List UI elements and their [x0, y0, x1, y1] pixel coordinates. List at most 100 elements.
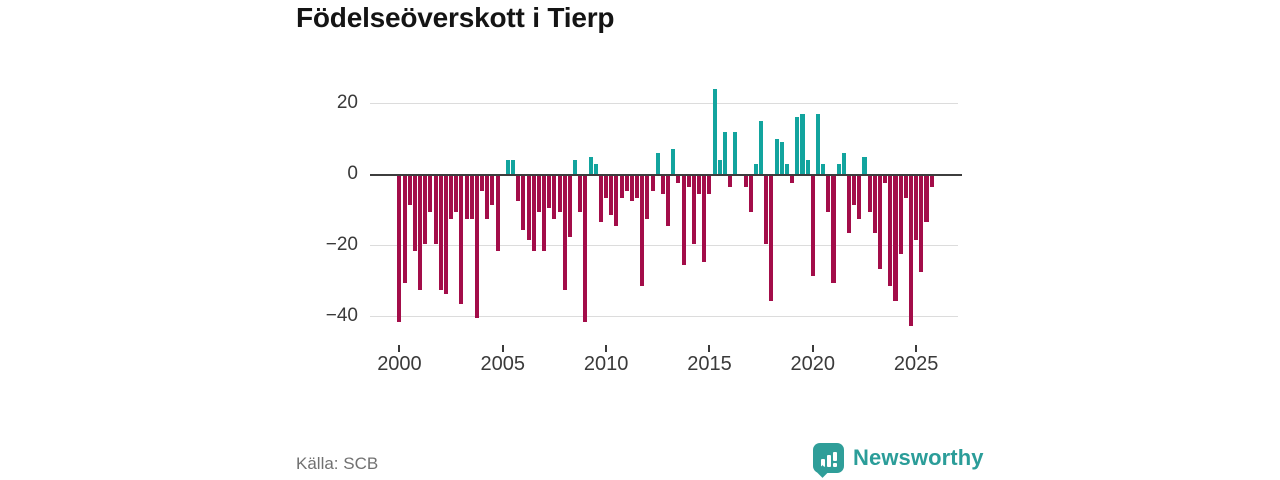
bar-2018-Q4[interactable]	[784, 163, 789, 175]
bar-2023-Q1[interactable]	[872, 176, 877, 234]
bar-2011-Q1[interactable]	[624, 176, 629, 191]
bar-2025-Q4[interactable]	[929, 176, 934, 187]
bar-2019-Q3[interactable]	[800, 113, 805, 175]
bar-2024-Q1[interactable]	[893, 176, 898, 301]
bar-2008-Q1[interactable]	[562, 176, 567, 290]
bar-2004-Q2[interactable]	[485, 176, 490, 219]
bar-2014-Q3[interactable]	[697, 176, 702, 195]
bar-2025-Q1[interactable]	[914, 176, 919, 241]
bar-2006-Q3[interactable]	[531, 176, 536, 251]
bar-2020-Q1[interactable]	[810, 176, 815, 276]
bar-2005-Q2[interactable]	[505, 160, 510, 175]
bar-2000-Q4[interactable]	[412, 176, 417, 251]
bar-2013-Q3[interactable]	[676, 176, 681, 184]
bar-2001-Q1[interactable]	[418, 176, 423, 290]
bar-2011-Q4[interactable]	[640, 176, 645, 287]
bar-2014-Q1[interactable]	[686, 176, 691, 187]
bar-2015-Q3[interactable]	[717, 160, 722, 175]
bar-2008-Q3[interactable]	[573, 160, 578, 175]
bar-2017-Q1[interactable]	[748, 176, 753, 212]
bar-2000-Q1[interactable]	[397, 176, 402, 322]
bar-2011-Q3[interactable]	[635, 176, 640, 198]
bar-2022-Q1[interactable]	[852, 176, 857, 205]
bar-2005-Q4[interactable]	[516, 176, 521, 202]
bar-2003-Q1[interactable]	[459, 176, 464, 305]
bar-2025-Q2[interactable]	[919, 176, 924, 273]
bar-2007-Q4[interactable]	[557, 176, 562, 212]
bar-2019-Q4[interactable]	[805, 160, 810, 175]
bar-2016-Q1[interactable]	[728, 176, 733, 187]
bar-2002-Q2[interactable]	[443, 176, 448, 294]
bar-2006-Q4[interactable]	[536, 176, 541, 212]
bar-2010-Q4[interactable]	[619, 176, 624, 198]
bar-2000-Q3[interactable]	[407, 176, 412, 205]
bar-2017-Q3[interactable]	[759, 121, 764, 175]
bar-2006-Q2[interactable]	[526, 176, 531, 241]
bar-2023-Q2[interactable]	[877, 176, 882, 269]
bar-2020-Q4[interactable]	[826, 176, 831, 212]
bar-2004-Q4[interactable]	[495, 176, 500, 251]
bar-2010-Q3[interactable]	[614, 176, 619, 227]
bar-2010-Q2[interactable]	[609, 176, 614, 216]
bar-2022-Q3[interactable]	[862, 156, 867, 175]
bar-2012-Q3[interactable]	[655, 152, 660, 175]
bar-2019-Q1[interactable]	[790, 176, 795, 184]
bar-2003-Q4[interactable]	[474, 176, 479, 319]
bar-2014-Q2[interactable]	[691, 176, 696, 244]
bar-2002-Q3[interactable]	[449, 176, 454, 219]
bar-2021-Q3[interactable]	[841, 152, 846, 175]
bar-2008-Q2[interactable]	[567, 176, 572, 237]
bar-2013-Q2[interactable]	[671, 149, 676, 175]
bar-2002-Q1[interactable]	[438, 176, 443, 290]
bar-2005-Q3[interactable]	[511, 160, 516, 175]
bar-2017-Q4[interactable]	[764, 176, 769, 244]
bar-2001-Q4[interactable]	[433, 176, 438, 244]
bar-2003-Q3[interactable]	[469, 176, 474, 219]
bar-2007-Q3[interactable]	[552, 176, 557, 219]
bar-2018-Q3[interactable]	[779, 142, 784, 175]
bar-2002-Q4[interactable]	[454, 176, 459, 212]
newsworthy-logo[interactable]: Newsworthy	[813, 443, 984, 478]
bar-2011-Q2[interactable]	[629, 176, 634, 202]
bar-2006-Q1[interactable]	[521, 176, 526, 230]
bar-2022-Q2[interactable]	[857, 176, 862, 219]
bar-2008-Q4[interactable]	[578, 176, 583, 212]
bar-2016-Q2[interactable]	[733, 131, 738, 175]
bar-2024-Q2[interactable]	[898, 176, 903, 255]
bar-2004-Q1[interactable]	[480, 176, 485, 191]
bar-2024-Q4[interactable]	[908, 176, 913, 326]
bar-2014-Q4[interactable]	[702, 176, 707, 262]
bar-2022-Q4[interactable]	[867, 176, 872, 212]
bar-2016-Q4[interactable]	[743, 176, 748, 187]
bar-2013-Q1[interactable]	[666, 176, 671, 227]
bar-2007-Q1[interactable]	[542, 176, 547, 251]
bar-2021-Q2[interactable]	[836, 163, 841, 175]
bar-2013-Q4[interactable]	[681, 176, 686, 266]
bar-2025-Q3[interactable]	[924, 176, 929, 223]
bar-2009-Q2[interactable]	[588, 156, 593, 175]
bar-2003-Q2[interactable]	[464, 176, 469, 219]
bar-2023-Q3[interactable]	[883, 176, 888, 184]
bar-2009-Q3[interactable]	[593, 163, 598, 175]
bar-2018-Q2[interactable]	[774, 138, 779, 175]
bar-2018-Q1[interactable]	[769, 176, 774, 301]
bar-2024-Q3[interactable]	[903, 176, 908, 198]
bar-2001-Q3[interactable]	[428, 176, 433, 212]
bar-2020-Q3[interactable]	[821, 163, 826, 175]
bar-2009-Q1[interactable]	[583, 176, 588, 322]
bar-2010-Q1[interactable]	[604, 176, 609, 198]
bar-2023-Q4[interactable]	[888, 176, 893, 287]
bar-2019-Q2[interactable]	[795, 117, 800, 175]
bar-2012-Q2[interactable]	[650, 176, 655, 191]
bar-2021-Q4[interactable]	[846, 176, 851, 234]
bar-2021-Q1[interactable]	[831, 176, 836, 283]
bar-2015-Q1[interactable]	[707, 176, 712, 195]
bar-2001-Q2[interactable]	[423, 176, 428, 244]
bar-2007-Q2[interactable]	[547, 176, 552, 209]
bar-2020-Q2[interactable]	[815, 113, 820, 175]
bar-2009-Q4[interactable]	[598, 176, 603, 223]
bar-2000-Q2[interactable]	[402, 176, 407, 283]
bar-2015-Q2[interactable]	[712, 89, 717, 175]
bar-2017-Q2[interactable]	[753, 163, 758, 175]
bar-2012-Q4[interactable]	[660, 176, 665, 195]
